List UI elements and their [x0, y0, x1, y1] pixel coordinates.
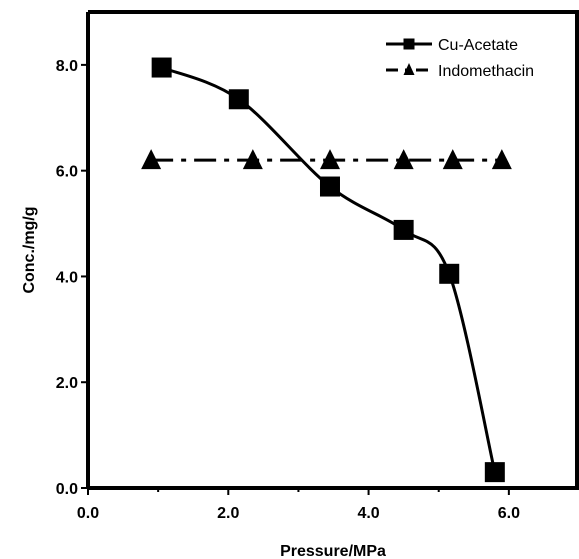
x-tick-label: 2.0 [217, 505, 239, 522]
data-point-triangle [242, 149, 263, 170]
series-indomethacin [141, 149, 512, 170]
series-cu-acetate [151, 57, 505, 483]
data-point-square [151, 57, 172, 78]
data-point-triangle [442, 149, 463, 170]
legend-marker [403, 38, 415, 50]
legend-label: Indomethacin [438, 63, 534, 80]
legend-label: Cu-Acetate [438, 37, 518, 54]
legend-entry: Indomethacin [386, 63, 534, 80]
data-point-square [319, 176, 340, 197]
series-layer [141, 57, 512, 483]
y-tick-label: 4.0 [56, 269, 78, 286]
y-tick-label: 8.0 [56, 58, 78, 75]
axes: 0.0 2.0 4.0 6.0 0.0 2.0 4.0 6.0 8.0 [56, 10, 579, 522]
y-axis-title: Conc./mg/g [21, 206, 38, 293]
legend: Cu-Acetate Indomethacin [386, 37, 534, 80]
data-point-triangle [141, 149, 162, 170]
y-tick-label: 0.0 [56, 481, 78, 498]
data-point-square [228, 89, 249, 110]
legend-marker [403, 63, 415, 75]
data-point-triangle [319, 149, 340, 170]
x-tick-label: 4.0 [357, 505, 379, 522]
x-tick-label: 6.0 [498, 505, 520, 522]
data-point-square [393, 219, 414, 240]
data-point-triangle [491, 149, 512, 170]
data-point-triangle [393, 149, 414, 170]
legend-entry: Cu-Acetate [386, 37, 518, 54]
y-tick-label: 6.0 [56, 164, 78, 181]
data-point-square [484, 462, 505, 483]
x-tick-label: 0.0 [77, 505, 99, 522]
data-point-square [439, 263, 460, 284]
x-axis-title: Pressure/MPa [280, 543, 386, 559]
y-tick-label: 2.0 [56, 375, 78, 392]
